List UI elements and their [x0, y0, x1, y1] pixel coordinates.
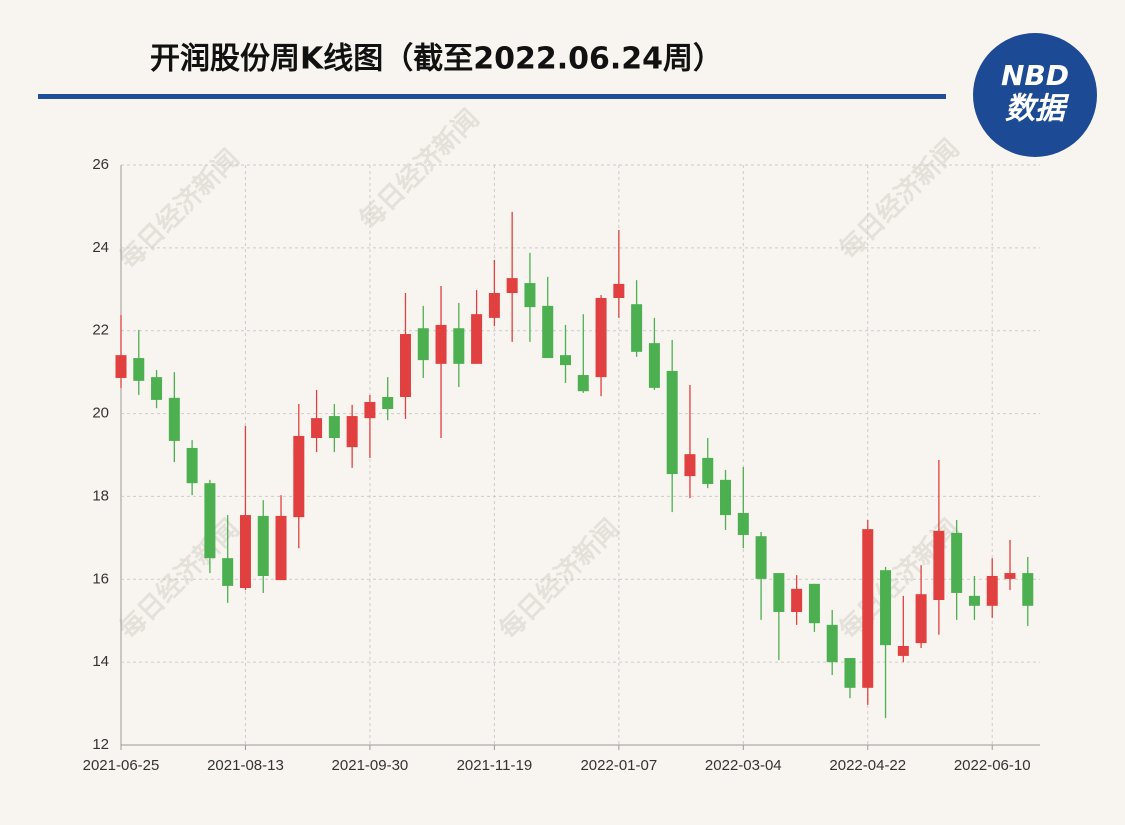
candle-body: [186, 447, 198, 484]
candle-body: [826, 624, 838, 663]
x-tick-label: 2021-08-13: [207, 757, 284, 774]
y-tick-label: 16: [92, 570, 109, 587]
y-tick-label: 14: [92, 653, 109, 670]
title-rule: [38, 94, 946, 99]
candle-body: [382, 397, 394, 410]
x-tick-label: 2021-09-30: [332, 757, 409, 774]
watermark: 每日经济新闻: [113, 143, 245, 275]
candle-body: [755, 536, 767, 579]
candle-body: [897, 645, 909, 656]
candle-body: [702, 457, 714, 484]
y-tick-label: 26: [92, 156, 109, 173]
chart-title: 开润股份周K线图（截至2022.06.24周）: [150, 42, 723, 77]
candle-body: [595, 297, 607, 378]
x-tick-label: 2022-03-04: [705, 757, 782, 774]
candle-body: [577, 375, 589, 392]
x-tick-label: 2022-01-07: [580, 757, 657, 774]
candle-body: [524, 283, 536, 308]
candle-body: [773, 573, 785, 613]
candle-body: [986, 575, 998, 606]
candle-body: [951, 532, 963, 593]
candle-body: [844, 658, 856, 688]
candle-body: [631, 304, 643, 352]
candle-body: [808, 583, 820, 624]
candle-body: [346, 416, 358, 448]
candle-body: [684, 454, 696, 477]
candle-body: [168, 397, 180, 441]
candle-body: [1004, 573, 1016, 579]
logo-top: NBD: [1001, 59, 1069, 92]
candle-body: [968, 595, 980, 606]
candle-body: [453, 328, 465, 364]
y-tick-label: 20: [92, 405, 109, 422]
candle-body: [506, 278, 518, 294]
candle-body: [933, 530, 945, 600]
candle-body: [239, 515, 251, 588]
candle-body: [399, 334, 411, 397]
candle-body: [488, 293, 500, 318]
watermark: 每日经济新闻: [833, 133, 965, 265]
candle-body: [666, 370, 678, 475]
candle-body: [720, 479, 732, 516]
y-tick-label: 12: [92, 736, 109, 753]
candle-body: [613, 283, 625, 298]
candle-body: [915, 594, 927, 644]
candle-body: [417, 328, 429, 361]
candle-body: [737, 513, 749, 535]
candle-body: [204, 483, 216, 559]
candle-body: [257, 515, 269, 576]
y-tick-label: 24: [92, 239, 109, 256]
candle-body: [364, 401, 376, 419]
candle-body: [1022, 573, 1034, 606]
x-tick-label: 2021-11-19: [457, 757, 533, 774]
candle-body: [328, 416, 340, 439]
candle-body: [648, 343, 660, 388]
candle-body: [222, 558, 234, 586]
x-tick-label: 2022-06-10: [954, 757, 1031, 774]
candle-body: [791, 588, 803, 613]
candle-body: [471, 314, 483, 364]
candle-body: [133, 358, 145, 381]
candle-body: [115, 355, 127, 378]
y-tick-label: 22: [92, 322, 109, 339]
logo-badge: [973, 33, 1097, 157]
candle-body: [542, 305, 554, 359]
candle-body: [311, 418, 323, 439]
candle-body: [862, 529, 874, 688]
candle-body: [435, 324, 447, 364]
x-tick-label: 2022-04-22: [829, 757, 906, 774]
x-tick-label: 2021-06-25: [83, 757, 160, 774]
candle-body: [293, 435, 305, 518]
watermark: 每日经济新闻: [353, 103, 485, 235]
candle-body: [880, 570, 892, 646]
logo-bottom: 数据: [1005, 92, 1070, 127]
y-tick-label: 18: [92, 487, 109, 504]
candle-body: [560, 355, 571, 366]
candle-body: [275, 515, 287, 581]
candle-body: [151, 377, 163, 400]
